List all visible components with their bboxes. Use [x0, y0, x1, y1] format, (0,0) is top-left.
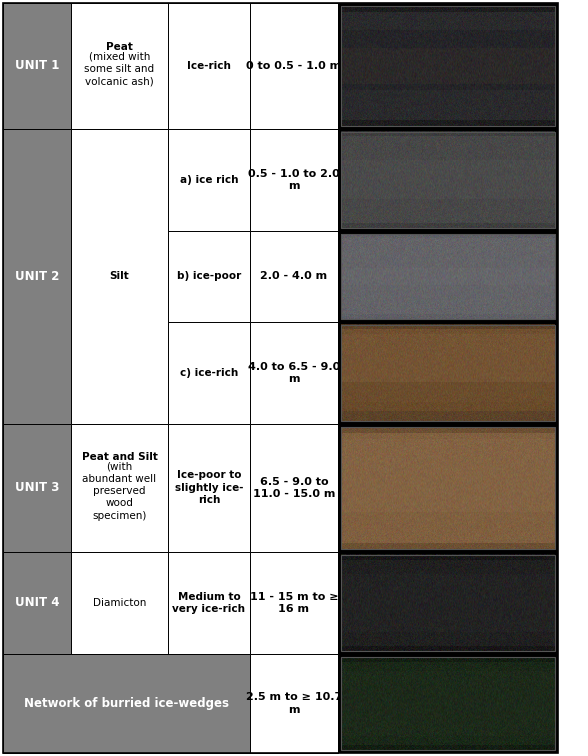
Bar	[341, 439, 555, 513]
Bar	[341, 136, 555, 223]
Bar	[341, 433, 555, 543]
Bar	[168, 231, 250, 321]
Bar	[341, 657, 555, 750]
Bar	[341, 657, 555, 750]
Bar	[338, 129, 558, 231]
Bar	[250, 552, 338, 654]
Bar	[168, 321, 250, 424]
Bar	[341, 555, 555, 651]
Bar	[250, 129, 338, 231]
Text: UNIT 1: UNIT 1	[15, 59, 59, 73]
Bar	[341, 12, 555, 119]
Text: Ice-rich: Ice-rich	[187, 60, 231, 71]
Bar	[338, 231, 558, 321]
Text: Diamicton: Diamicton	[93, 598, 146, 608]
Text: 2.5 m to ≥ 10.7
m: 2.5 m to ≥ 10.7 m	[246, 692, 342, 714]
Bar	[71, 424, 168, 552]
Bar	[250, 424, 338, 552]
Bar	[168, 3, 250, 129]
Bar	[250, 231, 338, 321]
Text: UNIT 2: UNIT 2	[15, 270, 59, 283]
Bar	[341, 559, 555, 646]
Text: UNIT 3: UNIT 3	[15, 482, 59, 494]
Text: Ice-poor to
slightly ice-
rich: Ice-poor to slightly ice- rich	[175, 470, 243, 505]
Bar	[3, 552, 71, 654]
Bar	[71, 129, 168, 424]
Bar	[338, 3, 558, 129]
Text: 11 - 15 m to ≥
16 m: 11 - 15 m to ≥ 16 m	[250, 592, 338, 614]
Bar	[341, 6, 555, 125]
Bar	[250, 3, 338, 129]
Bar	[341, 132, 555, 228]
Bar	[341, 160, 555, 199]
Bar	[341, 427, 555, 549]
Text: c) ice-rich: c) ice-rich	[180, 367, 238, 378]
Bar	[341, 324, 555, 421]
Text: b) ice-poor: b) ice-poor	[177, 271, 241, 281]
Bar	[3, 424, 71, 552]
Bar	[341, 324, 555, 421]
Text: Peat: Peat	[106, 42, 133, 52]
Bar	[341, 334, 555, 401]
Bar	[341, 330, 555, 411]
Text: Medium to
very ice-rich: Medium to very ice-rich	[172, 592, 246, 614]
Bar	[168, 424, 250, 552]
Bar	[250, 654, 338, 753]
Bar	[341, 555, 555, 651]
Bar	[3, 3, 71, 129]
Text: Silt: Silt	[109, 271, 129, 281]
Bar	[250, 321, 338, 424]
Text: UNIT 4: UNIT 4	[15, 596, 59, 609]
Bar	[3, 654, 250, 753]
Bar	[341, 48, 555, 84]
Text: 6.5 - 9.0 to
11.0 - 15.0 m: 6.5 - 9.0 to 11.0 - 15.0 m	[253, 477, 335, 499]
Bar	[341, 132, 555, 228]
Bar	[71, 552, 168, 654]
Bar	[341, 234, 555, 318]
Text: 0.5 - 1.0 to 2.0
m: 0.5 - 1.0 to 2.0 m	[248, 169, 340, 191]
Bar	[338, 424, 558, 552]
Text: Peat and Silt: Peat and Silt	[82, 452, 158, 462]
Text: 4.0 to 6.5 - 9.0
m: 4.0 to 6.5 - 9.0 m	[248, 361, 340, 384]
Bar	[341, 662, 555, 745]
Text: (with
abundant well
preserved
wood
specimen): (with abundant well preserved wood speci…	[82, 461, 156, 521]
Bar	[341, 234, 555, 318]
Text: (mixed with
some silt and
volcanic ash): (mixed with some silt and volcanic ash)	[85, 51, 155, 86]
Bar	[341, 30, 555, 90]
Bar	[71, 3, 168, 129]
Bar	[338, 654, 558, 753]
Bar	[168, 129, 250, 231]
Bar	[338, 321, 558, 424]
Text: a) ice rich: a) ice rich	[180, 175, 238, 184]
Text: Network of burried ice-wedges: Network of burried ice-wedges	[24, 697, 229, 710]
Text: 2.0 - 4.0 m: 2.0 - 4.0 m	[260, 271, 328, 281]
Bar	[341, 238, 555, 314]
Bar	[341, 6, 555, 125]
Bar	[341, 268, 555, 285]
Text: 0 to 0.5 - 1.0 m: 0 to 0.5 - 1.0 m	[246, 60, 342, 71]
Bar	[168, 552, 250, 654]
Bar	[341, 427, 555, 549]
Bar	[341, 383, 555, 411]
Bar	[338, 552, 558, 654]
Bar	[341, 574, 555, 632]
Bar	[341, 671, 555, 736]
Bar	[3, 129, 71, 424]
